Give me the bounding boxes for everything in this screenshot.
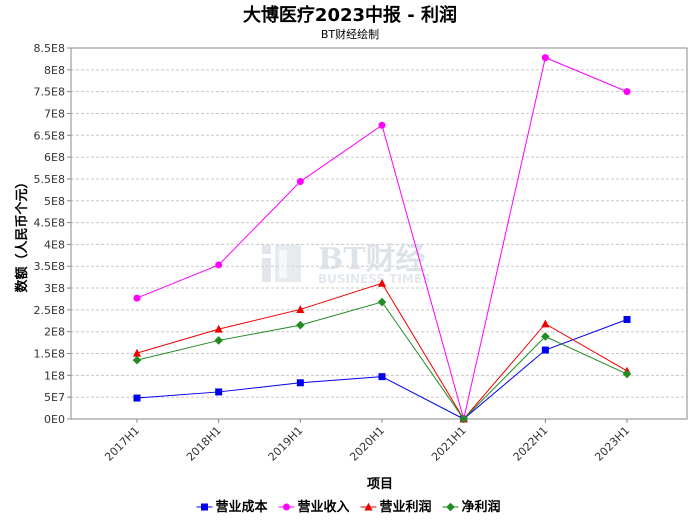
data-point	[623, 315, 631, 323]
y-tick-label: 4E8	[44, 238, 65, 251]
watermark-main-text: BT财经	[318, 242, 426, 277]
x-tick-label: 2022H1	[511, 424, 551, 464]
y-tick-label: 8.5E8	[34, 42, 65, 55]
legend-label: 营业成本	[216, 499, 268, 515]
y-tick-label: 3E8	[44, 282, 65, 295]
chart-subtitle: BT财经绘制	[321, 27, 379, 41]
series-line	[136, 319, 628, 420]
y-tick-label: 1E8	[44, 369, 65, 382]
legend-marker	[364, 502, 373, 511]
series-1	[133, 54, 631, 423]
y-tick-label: 8E8	[44, 64, 65, 77]
y-tick-label: 7.5E8	[34, 86, 65, 99]
data-point	[377, 278, 387, 287]
legend-marker	[283, 503, 290, 511]
data-point	[132, 355, 142, 365]
data-point	[133, 394, 141, 402]
legend-label: 营业收入	[298, 499, 350, 515]
data-point	[623, 88, 631, 96]
data-point	[296, 305, 305, 313]
legend: 营业成本 营业收入 营业利润 净利润	[196, 499, 501, 515]
data-point	[541, 332, 550, 341]
x-tick-label: 2017H1	[102, 424, 142, 464]
watermark: BT财经 BUSINESS TIMES	[262, 242, 431, 286]
series-layer	[132, 54, 632, 424]
data-point	[296, 379, 304, 387]
x-tick-label: 2019H1	[266, 424, 306, 464]
legend-item-1: 营业收入	[278, 499, 350, 515]
data-point	[459, 414, 468, 424]
y-tick-label: 7E8	[44, 107, 65, 120]
data-point	[215, 261, 223, 269]
series-line	[136, 56, 628, 420]
data-point	[378, 121, 386, 129]
y-tick-label: 6E8	[44, 151, 65, 164]
legend-item-3: 净利润	[442, 499, 501, 515]
y-tick-label: 6.5E8	[34, 129, 65, 142]
x-tick-label: 2020H1	[347, 424, 387, 464]
legend-marker	[446, 502, 455, 512]
data-point	[296, 178, 304, 186]
data-point	[541, 54, 549, 62]
legend-marker	[201, 503, 208, 511]
y-tick-label: 4.5E8	[34, 217, 65, 230]
data-point	[214, 324, 223, 333]
x-tick-label: 2023H1	[592, 424, 632, 464]
x-tick-label: 2018H1	[184, 424, 224, 464]
y-axis-ticks: 0E0 5E7 1E8 1.5E8 2E8 2.5E8 3E8 3.5E8 4E8 4.5E8 5E…	[34, 42, 71, 426]
data-point	[378, 373, 386, 381]
y-tick-label: 0E0	[44, 413, 65, 426]
y-tick-label: 2.5E8	[34, 304, 65, 317]
x-axis-label: 项目	[367, 477, 393, 492]
grid-layer	[71, 69, 687, 398]
watermark-logo-icon	[262, 245, 301, 282]
legend-item-0: 营业成本	[196, 499, 268, 515]
y-axis-label: 数额（人民币个元）	[14, 175, 30, 292]
series-line	[136, 301, 628, 420]
data-point	[377, 297, 387, 307]
series-3	[132, 297, 632, 424]
x-axis-ticks: 2017H1 2018H1 2019H1 2020H1 2021H1 2022H1 2023…	[102, 419, 632, 464]
data-point	[214, 336, 223, 345]
y-tick-label: 5E7	[44, 391, 65, 404]
plot-area-border	[70, 47, 688, 420]
data-point	[296, 320, 305, 330]
y-tick-label: 5E8	[44, 195, 65, 208]
y-tick-label: 1.5E8	[34, 348, 65, 361]
x-tick-label: 2021H1	[429, 424, 469, 464]
chart-title: 大博医疗2023中报 - 利润	[243, 4, 457, 26]
y-tick-label: 2E8	[44, 326, 65, 339]
watermark-sub-text: BUSINESS TIMES	[318, 272, 431, 286]
legend-label: 净利润	[462, 499, 501, 515]
data-point	[133, 294, 141, 302]
y-tick-label: 3.5E8	[34, 260, 65, 273]
legend-label: 营业利润	[380, 499, 432, 515]
y-tick-label: 5.5E8	[34, 173, 65, 186]
data-point	[215, 388, 223, 396]
data-point	[132, 348, 142, 357]
data-point	[541, 346, 549, 354]
legend-item-2: 营业利润	[360, 499, 432, 515]
data-point	[622, 369, 632, 379]
data-point	[541, 319, 550, 328]
